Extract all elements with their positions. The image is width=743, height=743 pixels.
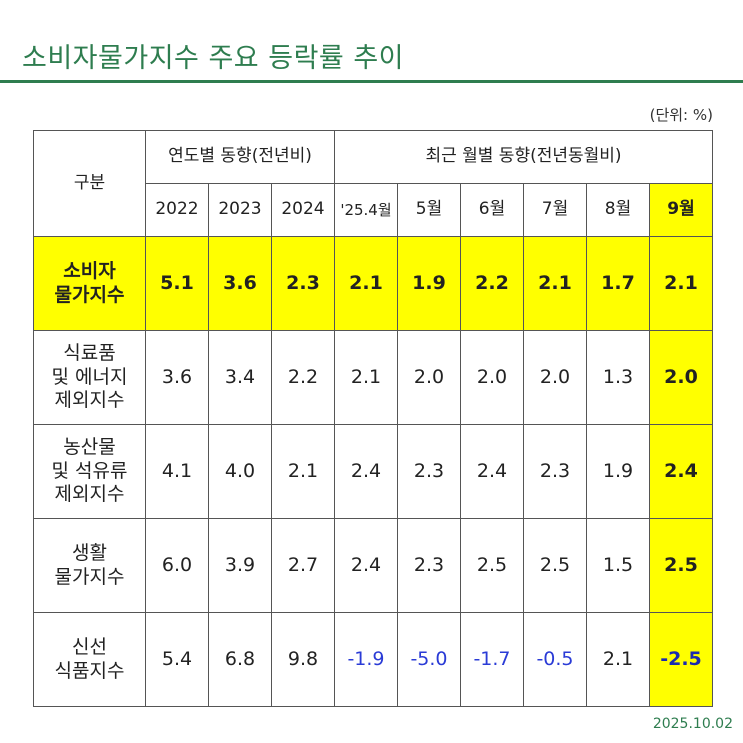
col-header: '25.4월 bbox=[334, 183, 398, 237]
cpi-table: 구분 연도별 동향(전년비) 최근 월별 동향(전년동월비) 2022 2023… bbox=[33, 130, 713, 707]
table-cell: 2.3 bbox=[397, 424, 461, 519]
row-label-line: 농산물 bbox=[63, 435, 116, 458]
header-row-groups: 구분 연도별 동향(전년비) 최근 월별 동향(전년동월비) bbox=[33, 130, 713, 237]
table-cell: 2.0 bbox=[649, 330, 713, 425]
col-header-current: 9월 bbox=[649, 183, 713, 237]
table-cell: 9.8 bbox=[271, 612, 335, 707]
col-header: 2023 bbox=[208, 183, 272, 237]
col-header: 5월 bbox=[397, 183, 461, 237]
table-cell: 2.1 bbox=[271, 424, 335, 519]
table-cell: 2.1 bbox=[334, 330, 398, 425]
row-label-line: 소비자 bbox=[63, 259, 116, 282]
table-cell: 2.5 bbox=[460, 518, 524, 613]
row-label: 신선 식품지수 bbox=[33, 612, 146, 707]
table-cell: 1.7 bbox=[586, 236, 650, 331]
col-header: 2022 bbox=[145, 183, 209, 237]
unit-note: (단위: %) bbox=[649, 106, 713, 124]
row-label-line: 물가지수 bbox=[54, 283, 125, 306]
table-cell: -1.7 bbox=[460, 612, 524, 707]
row-label-line: 제외지수 bbox=[54, 483, 125, 506]
row-label-line: 식료품 bbox=[63, 341, 116, 364]
table-row: 소비자 물가지수 5.1 3.6 2.3 2.1 1.9 2.2 2.1 1.7… bbox=[33, 236, 713, 331]
row-label: 생활 물가지수 bbox=[33, 518, 146, 613]
table-row: 생활 물가지수 6.0 3.9 2.7 2.4 2.3 2.5 2.5 1.5 … bbox=[33, 518, 713, 613]
table-cell: 2.1 bbox=[586, 612, 650, 707]
table-cell: 2.4 bbox=[460, 424, 524, 519]
table-cell: 1.9 bbox=[397, 236, 461, 331]
table-cell: 2.4 bbox=[649, 424, 713, 519]
table-row: 농산물 및 석유류 제외지수 4.1 4.0 2.1 2.4 2.3 2.4 2… bbox=[33, 424, 713, 519]
header-row-columns: 2022 2023 2024 '25.4월 5월 6월 7월 8월 9월 bbox=[34, 183, 713, 237]
table-cell: 2.1 bbox=[334, 236, 398, 331]
table-cell: 6.8 bbox=[208, 612, 272, 707]
col-header: 7월 bbox=[523, 183, 587, 237]
table-cell: 2.0 bbox=[523, 330, 587, 425]
table-cell: -1.9 bbox=[334, 612, 398, 707]
category-header: 구분 bbox=[33, 130, 146, 237]
table-cell: 2.0 bbox=[397, 330, 461, 425]
table-cell: 2.3 bbox=[271, 236, 335, 331]
table-cell: 6.0 bbox=[145, 518, 209, 613]
table-cell: 2.1 bbox=[523, 236, 587, 331]
table-cell: 3.9 bbox=[208, 518, 272, 613]
publish-date: 2025.10.02 bbox=[652, 716, 733, 732]
row-label-line: 신선 bbox=[72, 635, 107, 658]
table-cell: -5.0 bbox=[397, 612, 461, 707]
table-cell: 3.4 bbox=[208, 330, 272, 425]
row-label-line: 생활 bbox=[72, 541, 107, 564]
table-cell: 3.6 bbox=[145, 330, 209, 425]
row-label: 소비자 물가지수 bbox=[33, 236, 146, 331]
page-title: 소비자물가지수 주요 등락률 추이 bbox=[22, 43, 405, 74]
table-cell: -0.5 bbox=[523, 612, 587, 707]
row-label-line: 및 에너지 bbox=[51, 365, 128, 388]
yearly-group-header: 연도별 동향(전년비) bbox=[145, 130, 335, 184]
row-label-line: 제외지수 bbox=[54, 389, 125, 412]
table-cell: 2.5 bbox=[649, 518, 713, 613]
table-cell: 2.2 bbox=[271, 330, 335, 425]
col-header: 2024 bbox=[271, 183, 335, 237]
col-header: 8월 bbox=[586, 183, 650, 237]
row-label-line: 물가지수 bbox=[54, 565, 125, 588]
table-cell: 1.5 bbox=[586, 518, 650, 613]
monthly-group-header: 최근 월별 동향(전년동월비) bbox=[334, 130, 713, 184]
table-cell: 2.4 bbox=[334, 424, 398, 519]
row-label: 식료품 및 에너지 제외지수 bbox=[33, 330, 146, 425]
table-cell: 1.3 bbox=[586, 330, 650, 425]
table-cell: 2.4 bbox=[334, 518, 398, 613]
table-cell: 2.7 bbox=[271, 518, 335, 613]
table-cell: 2.0 bbox=[460, 330, 524, 425]
table-cell: 2.3 bbox=[397, 518, 461, 613]
table-cell: 5.1 bbox=[145, 236, 209, 331]
table-cell: 2.1 bbox=[649, 236, 713, 331]
title-divider bbox=[0, 80, 743, 83]
table-cell: 5.4 bbox=[145, 612, 209, 707]
table-cell: 2.5 bbox=[523, 518, 587, 613]
row-label: 농산물 및 석유류 제외지수 bbox=[33, 424, 146, 519]
table-cell: 2.3 bbox=[523, 424, 587, 519]
table-cell: 4.1 bbox=[145, 424, 209, 519]
row-label-line: 식품지수 bbox=[54, 659, 125, 682]
table-cell: 2.2 bbox=[460, 236, 524, 331]
row-label-line: 및 석유류 bbox=[51, 459, 128, 482]
table-cell: 3.6 bbox=[208, 236, 272, 331]
table-cell: 1.9 bbox=[586, 424, 650, 519]
col-header: 6월 bbox=[460, 183, 524, 237]
table-cell: -2.5 bbox=[649, 612, 713, 707]
table-row: 식료품 및 에너지 제외지수 3.6 3.4 2.2 2.1 2.0 2.0 2… bbox=[33, 330, 713, 425]
table-row: 신선 식품지수 5.4 6.8 9.8 -1.9 -5.0 -1.7 -0.5 … bbox=[33, 612, 713, 707]
table-cell: 4.0 bbox=[208, 424, 272, 519]
